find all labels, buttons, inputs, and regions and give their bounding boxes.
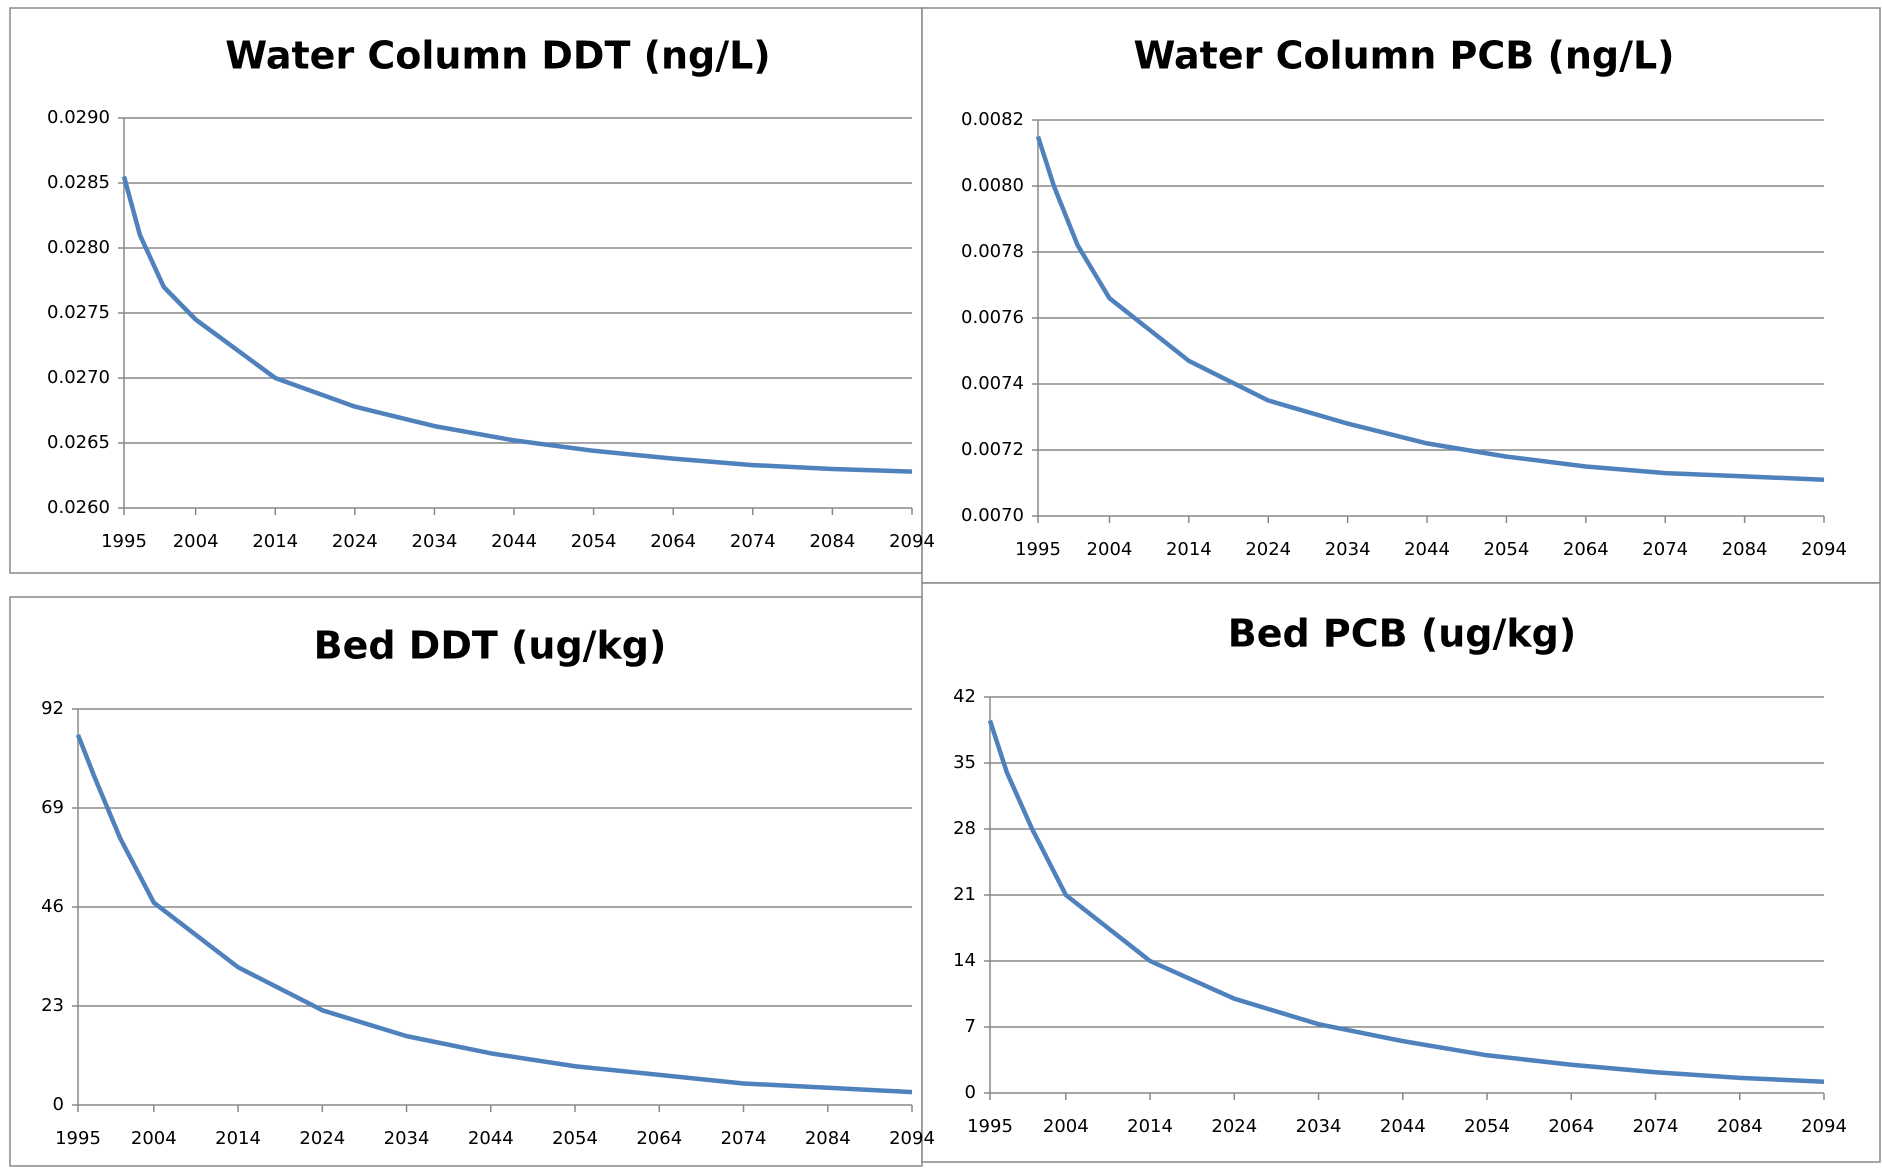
- x-tick-label: 2014: [1166, 539, 1212, 560]
- x-tick-label: 1995: [101, 531, 147, 552]
- x-tick-label: 2014: [252, 531, 298, 552]
- y-tick-label: 0.0275: [47, 302, 110, 323]
- x-tick-label: 1995: [1015, 539, 1061, 560]
- y-tick-label: 42: [953, 686, 976, 707]
- x-tick-label: 2024: [1211, 1116, 1257, 1137]
- y-tick-label: 7: [965, 1016, 976, 1037]
- x-tick-label: 2014: [1127, 1116, 1173, 1137]
- x-tick-label: 2074: [721, 1128, 767, 1149]
- y-tick-label: 21: [953, 884, 976, 905]
- chart-title: Bed PCB (ug/kg): [1228, 612, 1576, 656]
- panel: [921, 7, 1881, 584]
- y-tick-label: 14: [953, 950, 976, 971]
- panel: [9, 7, 923, 574]
- y-tick-label: 0: [53, 1094, 64, 1115]
- x-tick-label: 2044: [491, 531, 537, 552]
- x-tick-label: 2024: [332, 531, 378, 552]
- y-tick-label: 0.0265: [47, 432, 110, 453]
- y-tick-label: 0.0074: [961, 373, 1024, 394]
- x-tick-label: 2054: [552, 1128, 598, 1149]
- x-tick-label: 2054: [1464, 1116, 1510, 1137]
- x-tick-label: 2084: [1722, 539, 1768, 560]
- x-tick-label: 2064: [1563, 539, 1609, 560]
- y-tick-label: 0.0082: [961, 109, 1024, 130]
- x-tick-label: 2054: [571, 531, 617, 552]
- x-tick-label: 2024: [299, 1128, 345, 1149]
- y-tick-label: 0.0285: [47, 172, 110, 193]
- x-tick-label: 2034: [412, 531, 458, 552]
- y-tick-label: 0.0072: [961, 439, 1024, 460]
- x-tick-label: 2054: [1484, 539, 1530, 560]
- y-tick-label: 28: [953, 818, 976, 839]
- chart-title: Water Column PCB (ng/L): [1133, 34, 1674, 78]
- chart-title: Water Column DDT (ng/L): [225, 34, 770, 78]
- x-tick-label: 2044: [468, 1128, 514, 1149]
- data-line: [987, 719, 1825, 1084]
- x-tick-label: 2084: [809, 531, 855, 552]
- x-tick-label: 2014: [215, 1128, 261, 1149]
- x-tick-label: 2094: [889, 531, 935, 552]
- x-tick-label: 1995: [967, 1116, 1013, 1137]
- x-tick-label: 1995: [55, 1128, 101, 1149]
- data-line: [1035, 135, 1825, 482]
- x-tick-label: 2094: [1801, 1116, 1847, 1137]
- x-tick-label: 2034: [384, 1128, 430, 1149]
- x-tick-label: 2064: [636, 1128, 682, 1149]
- y-tick-label: 0: [965, 1082, 976, 1103]
- x-tick-label: 2044: [1404, 539, 1450, 560]
- x-tick-label: 2004: [1087, 539, 1133, 560]
- y-tick-label: 46: [41, 896, 64, 917]
- y-tick-label: 0.0270: [47, 367, 110, 388]
- chart-title: Bed DDT (ug/kg): [314, 624, 667, 668]
- x-tick-label: 2074: [1642, 539, 1688, 560]
- x-tick-label: 2064: [1548, 1116, 1594, 1137]
- y-tick-label: 0.0290: [47, 107, 110, 128]
- x-tick-label: 2094: [889, 1128, 935, 1149]
- x-tick-label: 2004: [173, 531, 219, 552]
- data-line: [121, 175, 913, 474]
- y-tick-label: 69: [41, 797, 64, 818]
- x-tick-label: 2084: [1717, 1116, 1763, 1137]
- data-line: [75, 734, 913, 1095]
- y-tick-label: 0.0076: [961, 307, 1024, 328]
- x-tick-label: 2064: [650, 531, 696, 552]
- x-tick-label: 2044: [1380, 1116, 1426, 1137]
- x-tick-label: 2034: [1296, 1116, 1342, 1137]
- y-tick-label: 0.0078: [961, 241, 1024, 262]
- x-tick-label: 2004: [1043, 1116, 1089, 1137]
- y-tick-label: 0.0280: [47, 237, 110, 258]
- x-tick-label: 2024: [1245, 539, 1291, 560]
- x-tick-label: 2004: [131, 1128, 177, 1149]
- y-tick-label: 92: [41, 698, 64, 719]
- x-tick-label: 2074: [730, 531, 776, 552]
- y-tick-label: 23: [41, 995, 64, 1016]
- panel: [9, 596, 923, 1167]
- y-tick-label: 0.0260: [47, 497, 110, 518]
- y-tick-label: 0.0070: [961, 505, 1024, 526]
- x-tick-label: 2034: [1325, 539, 1371, 560]
- panel: [921, 582, 1881, 1163]
- y-tick-label: 35: [953, 752, 976, 773]
- x-tick-label: 2084: [805, 1128, 851, 1149]
- x-tick-label: 2074: [1633, 1116, 1679, 1137]
- y-tick-label: 0.0080: [961, 175, 1024, 196]
- x-tick-label: 2094: [1801, 539, 1847, 560]
